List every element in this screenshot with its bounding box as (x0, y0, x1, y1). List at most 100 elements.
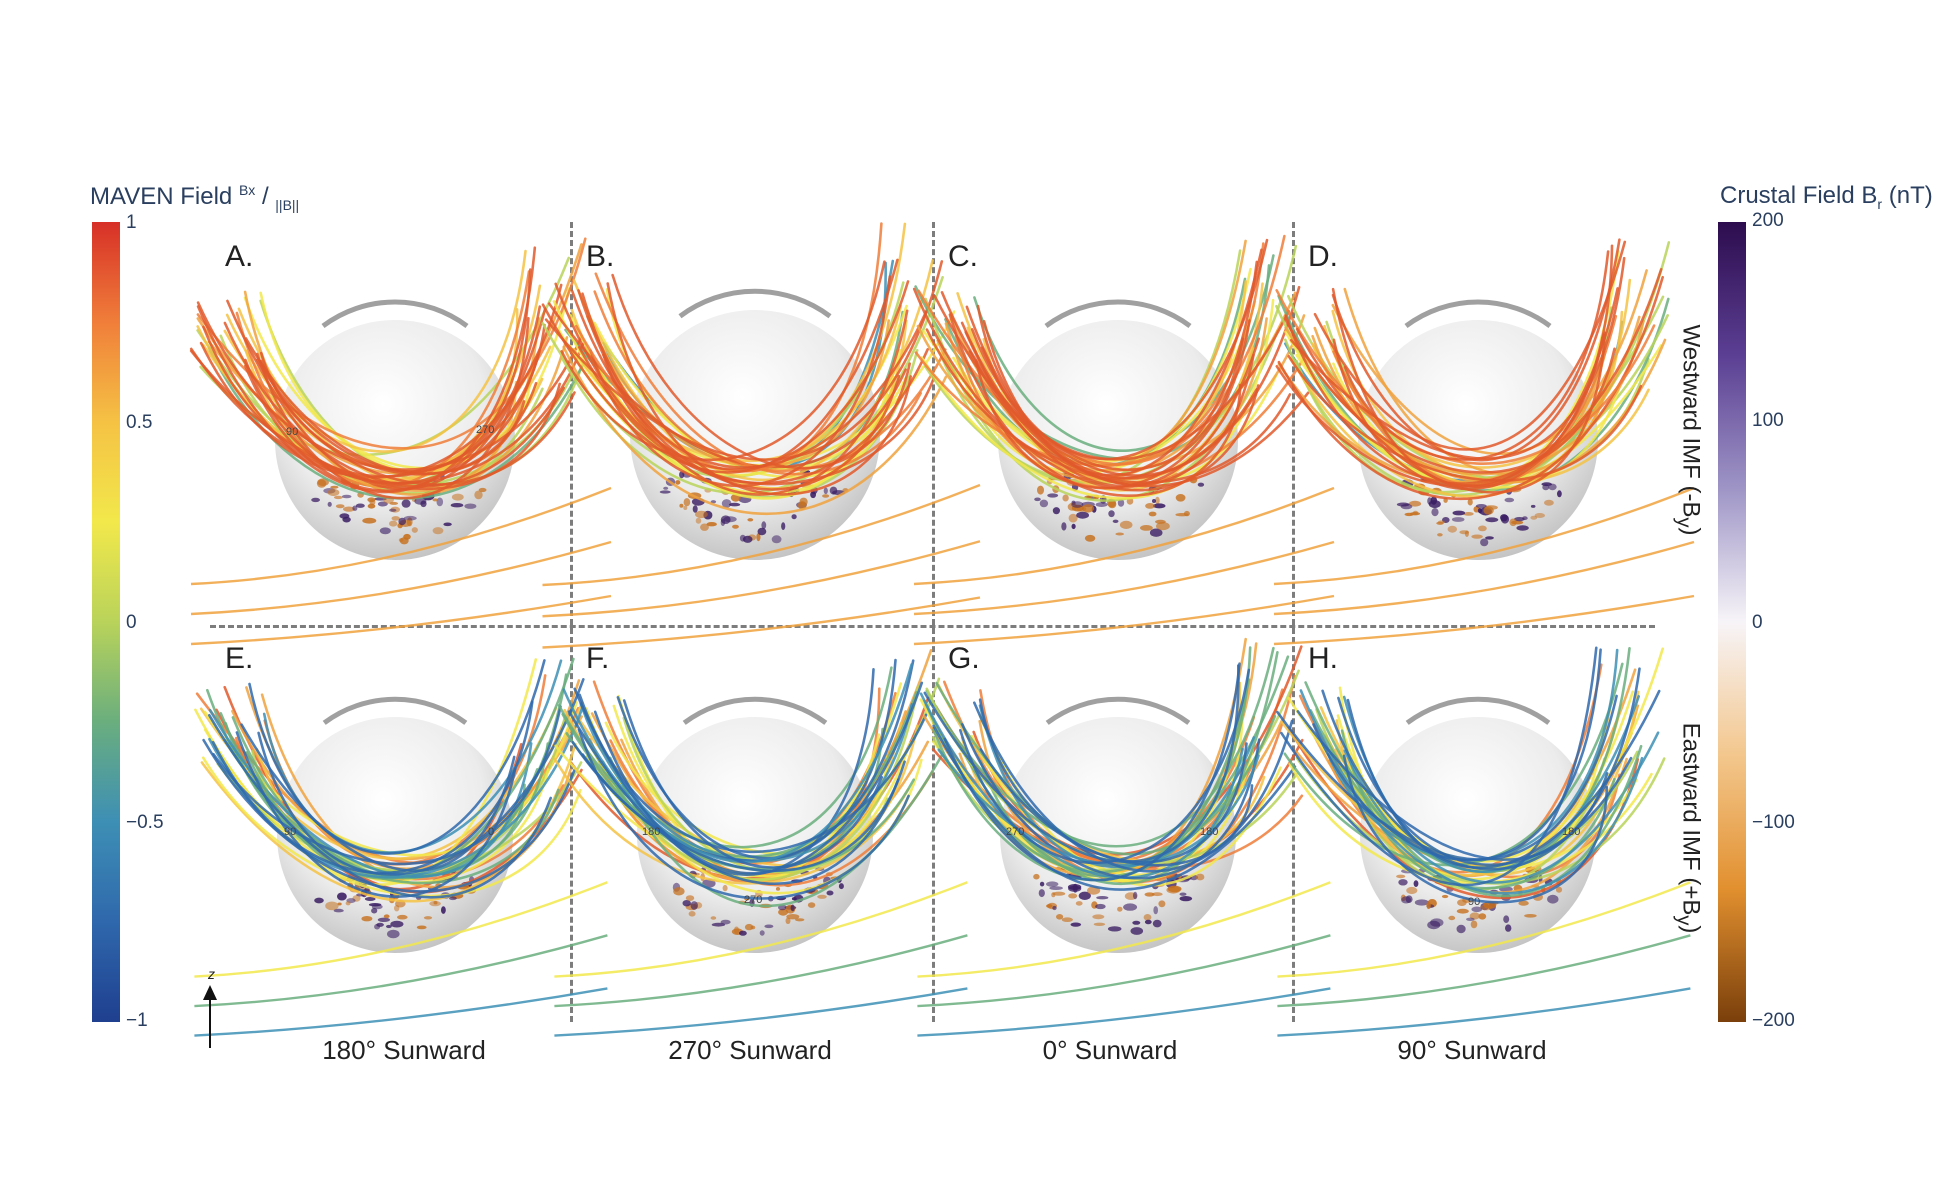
crustal-speckle (1071, 523, 1076, 530)
crustal-speckle (761, 521, 767, 530)
field-line (932, 724, 1297, 891)
crustal-speckle (690, 901, 698, 910)
crustal-speckle (389, 520, 398, 527)
field-line (578, 693, 928, 854)
sphere-rim (1404, 299, 1552, 329)
crustal-speckle (1530, 504, 1536, 508)
crustal-speckle (1152, 919, 1162, 928)
field-line (541, 258, 899, 474)
crustal-speckle (1471, 906, 1483, 913)
crustal-speckle (1179, 896, 1193, 902)
crustal-speckle (325, 901, 339, 911)
crustal-speckle (679, 503, 684, 508)
crustal-speckle (1452, 510, 1466, 516)
crustal-speckle (791, 514, 797, 520)
crustal-speckle (764, 924, 774, 929)
crustal-speckle (1052, 507, 1060, 515)
field-line (557, 666, 893, 849)
crustal-speckle (781, 522, 786, 530)
left-tick-neg-1: −1 (126, 1010, 148, 1031)
crustal-speckle (685, 895, 695, 901)
crustal-speckle (1195, 873, 1205, 881)
crustal-speckle (747, 518, 754, 522)
crustal-speckle (391, 516, 400, 521)
crustal-speckle (1406, 886, 1418, 895)
crustal-speckle (1505, 924, 1512, 932)
crustal-speckle (807, 902, 816, 908)
crustal-speckle (1557, 490, 1562, 498)
crustal-speckle (343, 506, 355, 512)
crustal-speckle (1470, 920, 1478, 929)
field-line (579, 720, 919, 867)
crustal-speckle (1555, 886, 1563, 893)
crustal-speckle (1144, 919, 1152, 925)
row-label-westward-close: ) (1677, 527, 1705, 536)
crustal-speckle (775, 887, 781, 891)
crustal-speckle (1151, 892, 1163, 897)
crustal-speckle (720, 515, 731, 524)
crustal-speckle (791, 897, 797, 901)
field-line (248, 659, 546, 855)
divider-vertical-3 (1292, 222, 1295, 1022)
row-label-westward-main: Westward IMF (-B (1677, 324, 1705, 518)
crustal-speckle (1145, 503, 1155, 509)
panel-label-d: D. (1308, 240, 1338, 273)
field-line (208, 714, 552, 899)
crustal-speckle (1052, 891, 1066, 896)
row-label-eastward: Eastward IMF (+By) (1672, 723, 1705, 934)
draped-field-line (542, 540, 981, 618)
crustal-speckle (1409, 512, 1421, 516)
crustal-speckle (1441, 894, 1449, 899)
crustal-speckle (394, 905, 400, 912)
crustal-speckle (416, 925, 427, 930)
crustal-speckle (1068, 513, 1078, 523)
crustal-speckle (1478, 913, 1487, 920)
crustal-speckle (411, 527, 418, 533)
crustal-speckle (785, 917, 791, 924)
crustal-speckle (1167, 885, 1182, 893)
crustal-speckle (838, 883, 844, 890)
crustal-speckle (688, 911, 696, 917)
crustal-speckle (683, 498, 691, 507)
tag-a-right: 270 (476, 424, 495, 436)
crustal-speckle (795, 918, 805, 922)
crustal-speckle (377, 917, 390, 922)
draped-field-line (194, 934, 608, 1008)
panel-label-a: A. (225, 240, 254, 273)
crustal-speckle (786, 914, 800, 920)
panel-label-f: F. (586, 642, 610, 675)
crustal-speckle (1038, 889, 1045, 898)
crustal-speckle (1130, 927, 1144, 935)
crustal-speckle (1108, 500, 1117, 509)
right-colorbar-gradient (1718, 222, 1746, 1022)
crustal-speckle (1414, 899, 1429, 906)
crustal-speckle (1459, 530, 1469, 535)
crustal-speckle (1039, 499, 1049, 508)
crustal-speckle (1448, 915, 1456, 921)
crustal-speckle (432, 527, 444, 535)
left-tick-1: 1 (126, 212, 137, 233)
crustal-speckle (1437, 533, 1443, 537)
crustal-speckle (739, 534, 746, 542)
crustal-speckle (1398, 879, 1408, 886)
crustal-speckle (710, 500, 717, 504)
crustal-speckle (1092, 914, 1105, 920)
crustal-speckle (1067, 884, 1082, 890)
crustal-speckle (1037, 485, 1044, 495)
tag-h-left: 90 (1468, 896, 1481, 908)
draped-field-line (1277, 987, 1691, 1037)
crustal-speckle (1108, 510, 1115, 518)
field-line (211, 700, 534, 875)
crustal-speckle (1112, 519, 1119, 523)
crustal-speckle (1483, 506, 1494, 515)
left-tick-0.5: 0.5 (126, 412, 153, 433)
crustal-speckle (778, 908, 789, 916)
crustal-speckle (1471, 534, 1483, 539)
crustal-speckle (722, 884, 728, 892)
crustal-speckle (374, 923, 381, 930)
crustal-speckle (367, 497, 376, 503)
draped-field-line (913, 594, 1335, 646)
crustal-speckle (692, 505, 698, 513)
panel-label-e: E. (225, 642, 254, 675)
